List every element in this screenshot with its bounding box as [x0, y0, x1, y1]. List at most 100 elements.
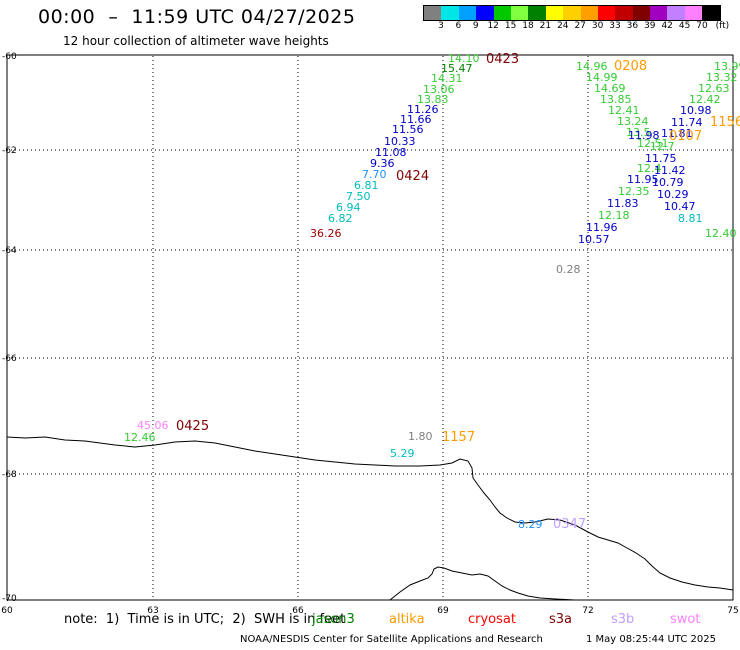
track-time-labels: 0423 0208 1156 0107 0424 0425 1157 0347	[176, 52, 740, 532]
wave-height-label: 11.56	[392, 123, 424, 136]
wave-height-label: 11.66	[400, 113, 432, 126]
scale-swatch	[528, 6, 546, 20]
scale-swatch	[615, 6, 633, 20]
lon-tick-label: 60	[1, 606, 13, 616]
footer-note: note: 1) Time is in UTC; 2) SWH is in fe…	[64, 612, 346, 627]
scale-label: 12	[487, 21, 499, 31]
scale-label: 39	[644, 21, 656, 31]
lat-gridlines	[7, 149, 733, 475]
scale-swatch	[441, 6, 459, 20]
wave-height-label: 14.96	[576, 60, 608, 73]
wave-height-label: 0.28	[556, 263, 581, 276]
lon-gridlines	[152, 56, 589, 600]
wave-height-label: 13.83	[417, 93, 449, 106]
coastline	[6, 436, 734, 591]
scale-swatch	[563, 6, 581, 20]
wave-height-label: 10.33	[384, 135, 416, 148]
lat-tick-label: -68	[2, 470, 17, 480]
scale-swatch	[476, 6, 494, 20]
wave-height-label: 14.31	[431, 72, 463, 85]
wave-height-label: 6.81	[354, 179, 379, 192]
wave-height-label: 13.99	[714, 60, 740, 73]
legend-item-swot: swot	[670, 612, 701, 627]
pass-time-label: 1156	[710, 115, 740, 130]
scale-label: 27	[574, 21, 586, 31]
wave-height-label: 12.51	[637, 137, 669, 150]
lat-tick-label: -70	[2, 594, 17, 604]
pass-time-label: 0425	[176, 419, 209, 434]
scale-label: 36	[626, 21, 639, 31]
wave-height-label: 11.95	[627, 173, 659, 186]
wave-height-label: 14.99	[586, 71, 618, 84]
scale-label: 42	[661, 21, 673, 31]
scale-swatch	[458, 6, 477, 20]
wave-height-label: 8.81	[678, 212, 703, 225]
scale-swatch	[684, 6, 703, 20]
scale-swatch	[597, 6, 616, 20]
wave-height-label: 7.70	[362, 168, 387, 181]
scale-label: 6	[455, 21, 462, 31]
lat-tick-label: -62	[2, 146, 17, 156]
page-subtitle: 12 hour collection of altimeter wave hei…	[63, 34, 329, 48]
scale-label: 30	[591, 21, 604, 31]
pass-time-label: 0107	[669, 129, 702, 144]
wave-height-label: 12.18	[598, 209, 630, 222]
lon-tick-label: 72	[582, 606, 593, 616]
wave-height-label: 7.50	[346, 190, 371, 203]
scale-swatch	[632, 6, 651, 20]
legend-item-s3b: s3b	[611, 612, 635, 627]
wave-height-label: 13.24	[617, 115, 649, 128]
scale-swatch	[580, 6, 598, 20]
wave-height-label: 11.26	[407, 103, 439, 116]
wave-height-label: 12.41	[608, 104, 640, 117]
pass-time-label: 0424	[396, 169, 429, 184]
wave-height-label: 11.08	[375, 146, 407, 159]
wave-height-label: 12.7	[650, 140, 675, 153]
lat-tick-label: -60	[2, 52, 17, 62]
scale-label: 21	[539, 21, 552, 31]
lat-tick-label: -66	[2, 354, 17, 364]
pass-time-label: 0347	[553, 517, 586, 532]
scale-label: 15	[504, 21, 517, 31]
wave-height-label: 5.29	[390, 447, 415, 460]
wave-height-label: 13.5	[626, 126, 651, 139]
wave-height-label: 10.98	[680, 104, 712, 117]
wave-height-label: 10.47	[664, 200, 696, 213]
wave-height-label: 14.10	[448, 52, 480, 65]
wave-height-label: 12.4	[637, 162, 662, 175]
wave-height-label: 9.36	[370, 157, 395, 170]
wave-height-label: 13.32	[706, 71, 738, 84]
pass-time-label: 0423	[486, 52, 519, 67]
wave-height-label: 13.06	[423, 83, 455, 96]
wave-height-label: 12.46	[124, 431, 156, 444]
wave-height-label: 6.82	[328, 212, 353, 225]
wave-height-label: 36.26	[310, 227, 342, 240]
wave-height-label: 11.42	[654, 164, 686, 177]
wave-height-label: 11.74	[671, 116, 703, 129]
scale-unit-label: (ft)	[715, 21, 730, 31]
wave-height-label: 12.63	[698, 82, 730, 95]
scale-swatch	[667, 6, 685, 20]
wave-height-label: 10.79	[652, 176, 684, 189]
wave-height-label: 13.85	[600, 93, 632, 106]
wave-height-label: 1.80	[408, 430, 433, 443]
page-title: 00:00 – 11:59 UTC 04/27/2025	[38, 6, 356, 28]
wave-height-label: 12.40	[705, 227, 737, 240]
scale-label: 3	[438, 21, 444, 31]
wave-height-label: 10.29	[657, 188, 689, 201]
scale-label: 18	[522, 21, 534, 31]
wave-height-label: 8.29	[518, 518, 543, 531]
wave-height-label: 14.69	[594, 82, 626, 95]
color-scale-bar	[423, 5, 721, 21]
lon-tick-label: 66	[292, 606, 304, 616]
legend-item-altika: altika	[389, 612, 425, 627]
wave-height-label: 11.98	[628, 129, 660, 142]
wave-height-label: 10.57	[578, 233, 610, 246]
scale-label: 45	[678, 21, 691, 31]
footer-generated-date: 1 May 08:25:44 UTC 2025	[586, 634, 716, 645]
pass-time-label: 0208	[614, 59, 647, 74]
lon-tick-label: 75	[727, 606, 738, 616]
scale-label: 33	[609, 21, 621, 31]
wave-height-label: 12.42	[689, 93, 721, 106]
